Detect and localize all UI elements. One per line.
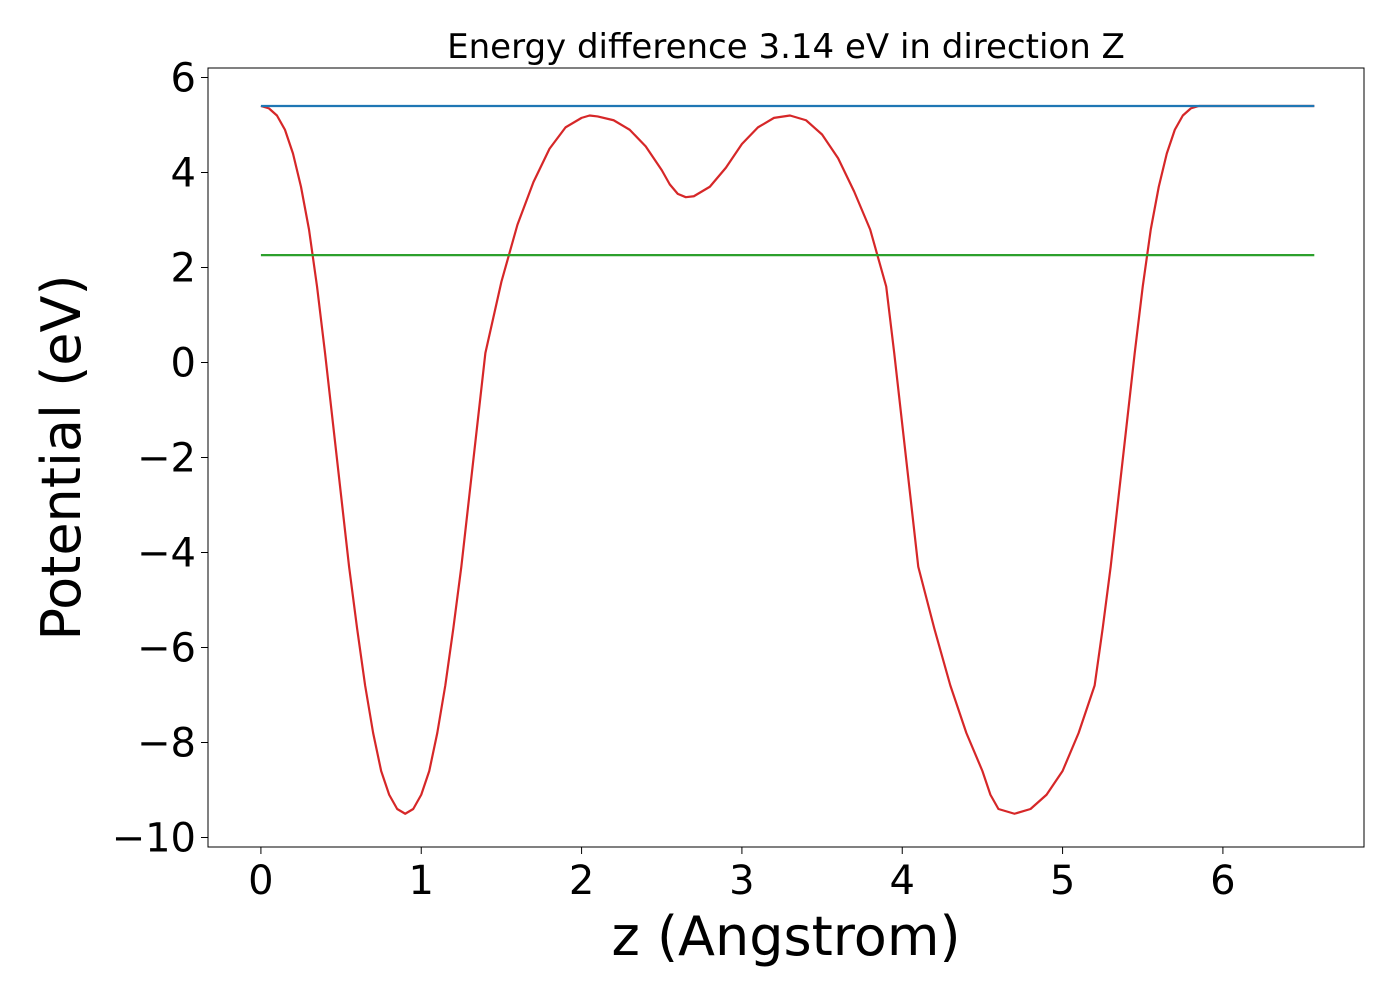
- y-tick-label: 2: [171, 246, 196, 292]
- y-tick-label: −10: [112, 816, 196, 862]
- x-tick-label: 3: [729, 858, 754, 904]
- y-tick-label: 6: [171, 56, 196, 102]
- series-line-1: [260, 104, 1315, 815]
- x-tick-label: 4: [890, 858, 915, 904]
- x-tick-label: 6: [1210, 858, 1235, 904]
- x-tick-label: 2: [569, 858, 594, 904]
- y-tick-label: 0: [171, 341, 196, 387]
- chart-title: Energy difference 3.14 eV in direction Z: [447, 27, 1125, 67]
- series-layer: [260, 104, 1315, 815]
- y-tick-label: 4: [171, 151, 196, 197]
- x-axis-ticks: 0 1 2 3 4 5 6: [248, 847, 1236, 904]
- y-axis-ticks: −10 −8 −6 −4 −2 0 2 4 6: [112, 56, 208, 862]
- y-axis-label: Potential (eV): [30, 274, 93, 640]
- x-tick-label: 5: [1050, 858, 1075, 904]
- x-axis-label: z (Angstrom): [611, 905, 960, 968]
- y-tick-label: −2: [137, 436, 196, 482]
- y-tick-label: −8: [137, 721, 196, 767]
- y-tick-label: −6: [137, 626, 196, 672]
- x-tick-label: 1: [409, 858, 434, 904]
- x-tick-label: 0: [248, 858, 273, 904]
- y-tick-label: −4: [137, 531, 196, 577]
